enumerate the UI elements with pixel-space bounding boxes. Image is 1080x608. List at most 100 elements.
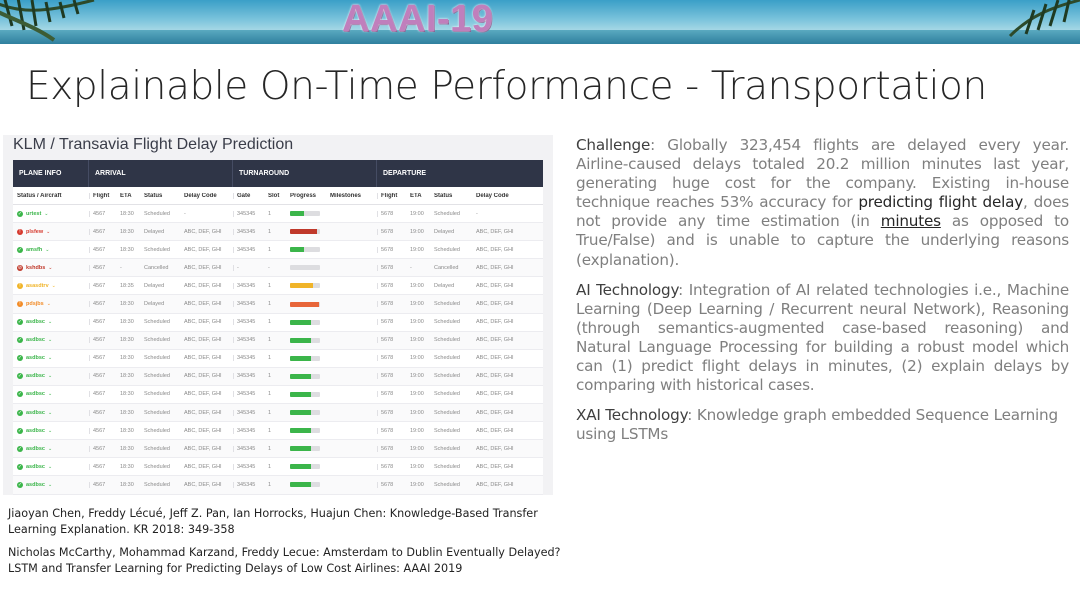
gate: 345345: [233, 445, 265, 452]
progress-bar: [290, 283, 320, 289]
slot: 1: [268, 337, 272, 344]
chevron-down-icon[interactable]: ⌄: [51, 282, 56, 289]
dep-delay-code: ABC, DEF, GHI: [476, 301, 514, 308]
aircraft-code[interactable]: amsfh: [26, 246, 43, 253]
chevron-down-icon[interactable]: ⌄: [47, 355, 53, 362]
dep-delay-code: ABC, DEF, GHI: [476, 481, 514, 488]
progress-fill: [290, 211, 304, 217]
chevron-down-icon[interactable]: ⌄: [46, 228, 51, 235]
table-row[interactable]: ✓ asdbsc ⌄ 4567 18:30 Scheduled ABC, DEF, GHI 3…: [13, 458, 543, 477]
chevron-down-icon[interactable]: ⌄: [47, 391, 53, 398]
table-row[interactable]: ✓ asdbsc ⌄ 4567 18:30 Scheduled ABC, DEF, GHI 3…: [13, 385, 543, 405]
arr-status: Scheduled: [144, 373, 170, 380]
chevron-down-icon[interactable]: ⌄: [47, 445, 53, 452]
table-row[interactable]: ! pdsjbs ⌄ 4567 18:30 Delayed ABC, DEF, GHI 345…: [13, 295, 543, 314]
xai-technology-paragraph: XAI Technology: Knowledge graph embedded…: [576, 406, 1069, 444]
progress-bar: [290, 373, 320, 379]
aircraft-code[interactable]: asdbsc: [26, 463, 45, 470]
chevron-down-icon[interactable]: ⌄: [45, 246, 50, 253]
progress-fill: [290, 464, 311, 470]
aircraft-code[interactable]: asdbsc: [26, 355, 45, 362]
table-row[interactable]: ✓ asdbsc ⌄ 4567 18:30 Scheduled ABC, DEF, GHI 3…: [13, 476, 543, 495]
table-row[interactable]: ✓ asdbsc ⌄ 4567 18:30 Scheduled ABC, DEF, GHI 3…: [13, 440, 543, 459]
aircraft-code[interactable]: plsfew: [26, 228, 44, 235]
arr-eta: -: [120, 264, 122, 271]
dep-eta: 19:00: [410, 373, 424, 380]
table-row[interactable]: ✓ asdbsc ⌄ 4567 18:30 Scheduled ABC, DEF, GHI 3…: [13, 404, 543, 423]
aircraft-code[interactable]: asdbsc: [26, 427, 45, 434]
arr-delay-code: ABC, DEF, GHI: [184, 228, 222, 235]
minutes-link: minutes: [880, 212, 941, 231]
aircraft-code[interactable]: asdbsc: [26, 481, 45, 488]
alert-circle-icon: !: [17, 282, 23, 289]
dep-eta: 19:00: [410, 319, 424, 326]
chevron-down-icon[interactable]: ⌄: [47, 319, 53, 326]
table-row[interactable]: ✓ urtest ⌄ 4567 18:30 Scheduled -345345 1 5678 19…: [13, 205, 543, 224]
dep-flight: 5678: [377, 282, 407, 289]
chevron-down-icon[interactable]: ⌄: [44, 210, 49, 217]
progress-bar: [290, 391, 320, 397]
aircraft-code[interactable]: asasdtrv: [26, 282, 49, 289]
slot: 1: [268, 427, 272, 434]
aircraft-code[interactable]: asdbsc: [26, 391, 45, 398]
table-row[interactable]: ✓ asdbsc ⌄ 4567 18:30 Scheduled ABC, DEF, GHI 3…: [13, 349, 543, 368]
arr-flight: 4567: [89, 373, 117, 380]
progress-cell: [287, 319, 327, 325]
aircraft-code[interactable]: pdsjbs: [26, 301, 44, 308]
aircraft-code[interactable]: asdbsc: [26, 445, 45, 452]
dep-flight: 5678: [377, 373, 407, 380]
progress-bar: [290, 464, 320, 470]
arr-delay-code: ABC, DEF, GHI: [184, 391, 222, 398]
table-row[interactable]: ✓ asdbsc ⌄ 4567 18:30 Scheduled ABC, DEF, GHI 3…: [13, 422, 543, 441]
arr-eta: 18:30: [120, 319, 134, 326]
aircraft-code[interactable]: asdbsc: [26, 337, 45, 344]
arr-flight: 4567: [89, 264, 117, 271]
chevron-down-icon[interactable]: ⌄: [47, 427, 53, 434]
table-row[interactable]: ✓ asdbsc ⌄ 4567 18:30 Scheduled ABC, DEF, GHI 3…: [13, 367, 543, 386]
check-circle-icon: ✓: [17, 427, 23, 434]
status-cell: ✓ asdbsc ⌄: [13, 319, 89, 326]
chevron-down-icon[interactable]: ⌄: [47, 481, 53, 488]
table-row[interactable]: ✓ amsfh ⌄ 4567 18:30 Scheduled ABC, DEF, GHI 34…: [13, 241, 543, 260]
aircraft-code[interactable]: asdbsc: [26, 319, 45, 326]
arr-delay-code: ABC, DEF, GHI: [184, 246, 222, 253]
status-cell: ⊘ kshdbs ⌄: [13, 264, 89, 271]
dep-status: Scheduled: [434, 373, 460, 380]
arr-flight: 4567: [89, 481, 117, 488]
flight-table: PLANE INFO ARRIVAL TURNAROUND DEPARTURE …: [13, 160, 543, 495]
chevron-down-icon[interactable]: ⌄: [46, 301, 51, 308]
table-row[interactable]: ✓ asdbsc ⌄ 4567 18:30 Scheduled ABC, DEF, GHI 3…: [13, 313, 543, 332]
table-row[interactable]: ⊘ kshdbs ⌄ 4567- Cancelled ABC, DEF, GHI - -567…: [13, 259, 543, 278]
progress-cell: [287, 283, 327, 289]
arr-flight: 4567: [89, 463, 117, 470]
chevron-down-icon[interactable]: ⌄: [47, 373, 53, 380]
chevron-down-icon[interactable]: ⌄: [47, 409, 53, 416]
aircraft-code[interactable]: asdbsc: [26, 409, 45, 416]
chevron-down-icon[interactable]: ⌄: [48, 264, 53, 271]
aircraft-code[interactable]: asdbsc: [26, 373, 45, 380]
arr-flight: 4567: [89, 445, 117, 452]
table-row[interactable]: ! asasdtrv ⌄ 4567 18:35 Delayed ABC, DEF, GHI 3…: [13, 277, 543, 296]
chevron-down-icon[interactable]: ⌄: [47, 337, 53, 344]
arr-eta: 18:30: [120, 481, 134, 488]
palm-leaves-left: [0, 0, 95, 42]
slot: 1: [268, 210, 272, 217]
progress-fill: [290, 229, 317, 235]
gate: 345345: [233, 301, 265, 308]
arr-status: Scheduled: [144, 210, 170, 217]
slot: 1: [268, 228, 272, 235]
status-cell: ✓ asdbsc ⌄: [13, 481, 89, 488]
table-body: ✓ urtest ⌄ 4567 18:30 Scheduled -345345 1 5678 19…: [13, 205, 543, 495]
dep-flight: 5678: [377, 246, 407, 253]
aircraft-code[interactable]: kshdbs: [26, 264, 46, 271]
table-row[interactable]: ! plsfew ⌄ 4567 18:30 Delayed ABC, DEF, GHI 345…: [13, 223, 543, 242]
aircraft-code[interactable]: urtest: [26, 210, 42, 217]
banner-title: AAAI-19: [342, 0, 494, 40]
arr-flight: 4567: [89, 319, 117, 326]
arr-status: Cancelled: [144, 264, 169, 271]
flight-delay-dashboard: KLM / Transavia Flight Delay Prediction …: [3, 135, 553, 495]
section-arrival: ARRIVAL: [89, 160, 233, 187]
gate: 345345: [233, 409, 265, 416]
table-row[interactable]: ✓ asdbsc ⌄ 4567 18:30 Scheduled ABC, DEF, GHI 3…: [13, 331, 543, 350]
chevron-down-icon[interactable]: ⌄: [47, 463, 53, 470]
